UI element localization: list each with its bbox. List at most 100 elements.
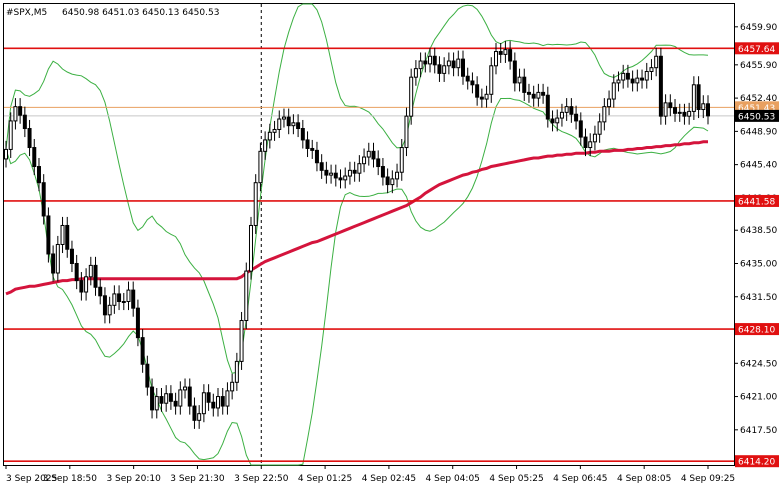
candle-body: [380, 166, 385, 178]
candle-body: [112, 293, 117, 306]
candle-body: [239, 320, 244, 362]
candle-body: [366, 150, 371, 158]
candle-body: [484, 93, 489, 100]
y-axis-label: 6448.90: [740, 127, 777, 137]
candle-body: [267, 131, 272, 141]
candle-body: [173, 400, 178, 407]
y-axis-label: 6438.50: [740, 226, 777, 236]
x-axis-label: 4 Sep 02:45: [362, 474, 416, 484]
candle-body: [385, 176, 390, 186]
candle-body: [592, 133, 597, 143]
candle-body: [607, 98, 612, 108]
candle-body: [352, 169, 357, 174]
candle-body: [508, 49, 513, 62]
candle-body: [503, 49, 508, 55]
candle-body: [253, 182, 258, 226]
candle-body: [357, 163, 362, 174]
candle-body: [168, 393, 173, 402]
candle-body: [409, 76, 414, 117]
level-price-tag-bg: [735, 194, 779, 207]
candle-body: [291, 122, 296, 127]
candle-body: [640, 77, 645, 81]
candle-body: [621, 72, 626, 81]
candle-body: [121, 301, 126, 304]
current-price-tag: 6450.53: [738, 112, 775, 122]
candle-body: [701, 103, 706, 111]
candle-body: [526, 91, 531, 95]
ohlc-readout: 6450.98 6451.03 6450.13 6450.53: [62, 8, 219, 18]
candle-body: [536, 91, 541, 99]
candle-body: [395, 171, 400, 180]
candle-body: [564, 106, 569, 113]
candle-body: [399, 147, 404, 173]
candle-body: [428, 55, 433, 65]
candle-body: [673, 107, 678, 114]
x-axis-label: 4 Sep 04:05: [426, 474, 480, 484]
candle-body: [126, 289, 131, 303]
y-axis-label: 6417.50: [740, 426, 777, 436]
candle-body: [691, 84, 696, 112]
candle-body: [597, 121, 602, 135]
level-price-tag: 6414.20: [738, 458, 775, 468]
candle-body: [446, 60, 451, 67]
candle-body: [362, 156, 367, 165]
candle-body: [244, 270, 249, 322]
candle-body: [46, 215, 51, 255]
symbol-title: #SPX,M5: [6, 8, 47, 18]
candle-body: [654, 55, 659, 69]
candle-body: [541, 91, 546, 96]
candle-body: [696, 84, 701, 111]
level-price-tag: 6457.64: [738, 45, 775, 55]
candle-body: [658, 55, 663, 117]
candle-body: [41, 182, 46, 217]
candle-body: [550, 118, 555, 124]
candle-body: [32, 147, 37, 168]
candle-body: [131, 289, 136, 309]
candle-body: [281, 116, 286, 120]
candle-body: [442, 65, 447, 74]
candle-body: [8, 120, 13, 150]
candle-body: [74, 262, 79, 282]
candle-body: [677, 111, 682, 114]
candle-body: [376, 158, 381, 168]
candle-body: [258, 150, 263, 184]
moving-average-line: [5, 140, 708, 296]
candle-body: [555, 117, 560, 124]
candle-body: [60, 224, 65, 245]
x-axis-label: 3 Sep 18:50: [43, 474, 98, 484]
candle-body: [65, 224, 70, 250]
candle-body: [574, 113, 579, 122]
candle-body: [347, 169, 352, 177]
candle-body: [300, 128, 305, 141]
level-price-tag-bg: [735, 323, 779, 336]
candle-body: [310, 147, 315, 151]
candle-body: [154, 396, 159, 411]
candle-body: [498, 51, 503, 55]
candle-body: [296, 122, 301, 130]
candle-body: [140, 337, 145, 365]
candle-body: [706, 103, 710, 117]
candle-body: [69, 248, 74, 264]
candle-body: [201, 392, 206, 415]
candle-body: [135, 307, 140, 339]
candle-body: [79, 280, 84, 293]
candle-body: [545, 94, 550, 120]
candle-body: [611, 82, 616, 100]
candle-body: [531, 93, 536, 99]
candle-body: [437, 64, 442, 74]
candle-body: [51, 253, 56, 274]
candle-body: [102, 295, 107, 316]
candle-body: [4, 148, 8, 160]
x-axis-label: 4 Sep 09:25: [681, 474, 735, 484]
candle-body: [234, 360, 239, 383]
candle-body: [371, 150, 376, 160]
candle-body: [197, 413, 202, 421]
candle-body: [145, 363, 150, 388]
candle-body: [451, 60, 456, 69]
candle-body: [465, 75, 470, 82]
candle-body: [84, 276, 89, 293]
y-axis-label: 6455.90: [740, 61, 777, 71]
candle-body: [456, 58, 461, 69]
candle-body: [470, 80, 475, 86]
candle-body: [272, 128, 277, 133]
